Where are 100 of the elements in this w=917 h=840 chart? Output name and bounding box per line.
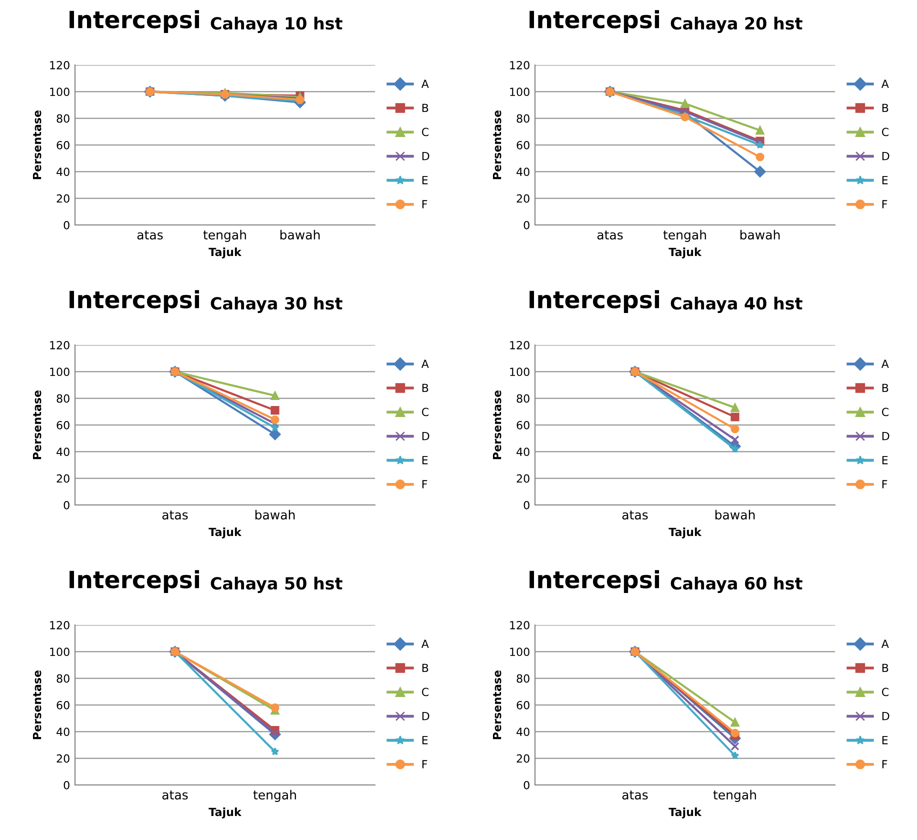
x-axis-title: Tajuk: [208, 248, 242, 258]
chart-subtitle: Cahaya 20 hst: [670, 16, 802, 33]
chart-subtitle: Cahaya 40 hst: [670, 296, 802, 313]
y-tick-label: 20: [516, 754, 530, 763]
x-tick-label: tengah: [203, 230, 246, 242]
y-tick-label: 0: [64, 500, 70, 510]
chart-subtitle: Cahaya 30 hst: [210, 296, 342, 313]
y-tick-label: 0: [524, 780, 530, 790]
y-tick-label: 40: [516, 168, 530, 176]
x-tick-label: bawah: [255, 510, 295, 520]
chart-title: Intercepsi: [530, 10, 660, 33]
y-tick-label: 120: [50, 620, 70, 630]
y-tick-label: 120: [50, 340, 70, 350]
y-tick-label: 80: [56, 394, 70, 403]
y-tick-label: 0: [64, 220, 70, 230]
legend-label: A: [881, 360, 889, 368]
legend-label: D: [422, 712, 430, 720]
legend-label: E: [422, 456, 428, 464]
legend-label: C: [422, 688, 428, 696]
y-axis-title: Persentase: [492, 390, 502, 460]
x-tick-label: tengah: [663, 230, 706, 242]
legend-label: A: [421, 360, 429, 368]
x-axis-title: Tajuk: [208, 528, 242, 538]
y-tick-label: 120: [50, 60, 70, 70]
y-axis-title: Persentase: [492, 110, 502, 180]
y-tick-label: 20: [516, 474, 530, 483]
x-axis-title: Tajuk: [208, 808, 242, 818]
y-tick-label: 60: [56, 140, 70, 150]
chart-title: Intercepsi: [70, 290, 200, 313]
chart-subtitle: Cahaya 50 hst: [210, 576, 342, 593]
x-tick-label: tengah: [253, 790, 296, 802]
y-tick-label: 0: [524, 220, 530, 230]
y-tick-label: 0: [524, 500, 530, 510]
legend-label: D: [882, 152, 890, 160]
y-tick-label: 100: [510, 368, 530, 376]
chart-title: Intercepsi: [530, 570, 660, 593]
legend-label: A: [421, 80, 429, 88]
legend-label: F: [422, 200, 428, 208]
x-axis-title: Tajuk: [668, 808, 702, 818]
y-tick-label: 120: [510, 60, 530, 70]
y-axis-title: Persentase: [492, 670, 502, 740]
legend-label: F: [882, 760, 888, 768]
y-axis-title: Persentase: [32, 670, 42, 740]
legend-label: B: [882, 384, 888, 392]
x-axis-title: Tajuk: [668, 248, 702, 258]
y-tick-label: 100: [50, 88, 70, 96]
legend-label: A: [881, 80, 889, 88]
legend-label: B: [422, 104, 428, 112]
legend-label: E: [882, 176, 888, 184]
y-tick-label: 40: [56, 728, 70, 736]
legend-label: F: [422, 480, 428, 488]
legend-label: C: [882, 408, 888, 416]
y-tick-label: 120: [510, 340, 530, 350]
y-tick-label: 80: [516, 394, 530, 403]
chart-title: Intercepsi: [70, 10, 200, 33]
y-tick-label: 20: [56, 194, 70, 203]
legend-label: F: [882, 480, 888, 488]
x-tick-label: tengah: [713, 790, 756, 802]
x-tick-label: atas: [162, 790, 188, 800]
legend-label: F: [422, 760, 428, 768]
y-tick-label: 60: [56, 700, 70, 710]
y-axis-title: Persentase: [32, 390, 42, 460]
legend-label: A: [421, 640, 429, 648]
x-tick-label: atas: [622, 790, 648, 800]
y-tick-label: 100: [510, 88, 530, 96]
y-tick-label: 100: [50, 648, 70, 656]
x-tick-label: atas: [597, 230, 623, 240]
chart-title: Intercepsi: [70, 570, 200, 593]
x-axis-title: Tajuk: [668, 528, 702, 538]
y-tick-label: 40: [516, 728, 530, 736]
x-tick-label: atas: [622, 510, 648, 520]
legend-label: B: [882, 104, 888, 112]
legend-label: D: [882, 712, 890, 720]
legend-label: B: [422, 384, 428, 392]
y-tick-label: 80: [56, 114, 70, 123]
y-tick-label: 60: [56, 420, 70, 430]
y-tick-label: 20: [516, 194, 530, 203]
legend-label: C: [422, 128, 428, 136]
y-tick-label: 0: [64, 780, 70, 790]
x-tick-label: bawah: [280, 230, 320, 240]
y-tick-label: 100: [510, 648, 530, 656]
legend-label: B: [422, 664, 428, 672]
legend-label: B: [882, 664, 888, 672]
y-tick-label: 40: [516, 448, 530, 456]
y-tick-label: 60: [516, 700, 530, 710]
chart-subtitle: Cahaya 60 hst: [670, 576, 802, 593]
y-tick-label: 20: [56, 474, 70, 483]
y-tick-label: 100: [50, 368, 70, 376]
x-tick-label: bawah: [740, 230, 780, 240]
y-tick-label: 40: [56, 448, 70, 456]
legend-label: D: [422, 432, 430, 440]
x-tick-label: bawah: [715, 510, 755, 520]
chart-subtitle: Cahaya 10 hst: [210, 16, 342, 33]
y-tick-label: 80: [516, 674, 530, 683]
y-tick-label: 40: [56, 168, 70, 176]
y-tick-label: 60: [516, 420, 530, 430]
x-tick-label: atas: [162, 510, 188, 520]
legend-label: F: [882, 200, 888, 208]
y-axis-title: Persentase: [32, 110, 42, 180]
y-tick-label: 80: [56, 674, 70, 683]
